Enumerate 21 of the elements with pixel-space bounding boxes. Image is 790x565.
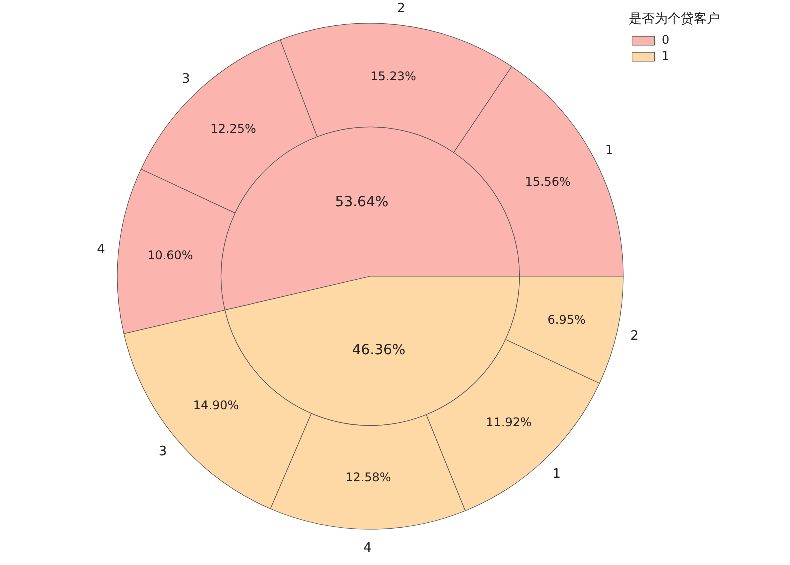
data-label: 11.92% (486, 415, 532, 430)
data-label: 14.90% (193, 398, 240, 413)
slice-label: 3 (182, 72, 190, 88)
legend-label: 1 (662, 49, 671, 63)
legend-title: 是否为个贷客户 (629, 11, 720, 28)
data-label: 46.36% (352, 342, 406, 359)
slice-label: 2 (630, 329, 639, 344)
data-label: 6.95% (548, 313, 586, 328)
slice-label: 4 (364, 541, 372, 556)
slice-label: 3 (158, 444, 168, 460)
slice-label: 1 (605, 143, 614, 158)
data-label: 10.60% (148, 248, 194, 263)
data-label: 12.25% (210, 122, 256, 136)
data-label: 15.56% (525, 175, 571, 190)
slice-label: 4 (97, 242, 106, 258)
legend-label: 0 (662, 33, 671, 47)
data-label: 53.64% (335, 194, 389, 210)
data-label: 12.58% (346, 470, 392, 485)
slice-label: 1 (552, 466, 562, 482)
slice-label: 2 (397, 2, 406, 17)
data-label: 15.23% (370, 70, 416, 84)
